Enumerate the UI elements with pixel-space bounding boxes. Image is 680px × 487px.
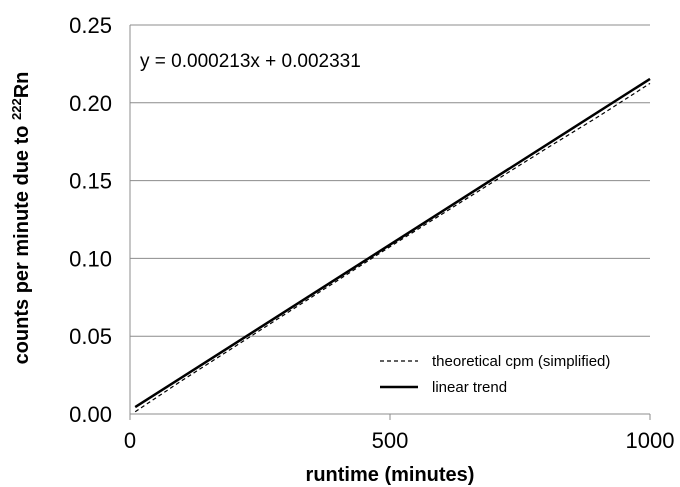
y-axis-title-text: counts per minute due to	[11, 120, 33, 364]
series-lines	[134, 77, 651, 413]
series-line-theoretical	[134, 82, 651, 413]
trendline-equation: y = 0.000213x + 0.002331	[140, 51, 361, 72]
y-axis-title-element: Rn	[11, 72, 33, 99]
x-tick-label: 500	[372, 428, 409, 453]
x-tick-label: 0	[124, 428, 136, 453]
y-tick-label: 0.00	[69, 402, 112, 427]
y-axis-title-superscript: 222	[9, 98, 24, 120]
x-tick-labels: 0 500 1000	[124, 428, 675, 453]
y-tick-label: 0.25	[69, 13, 112, 38]
y-tick-label: 0.05	[69, 324, 112, 349]
y-tick-label: 0.20	[69, 91, 112, 116]
legend: theoretical cpm (simplified) linear tren…	[380, 353, 610, 396]
legend-label-theoretical: theoretical cpm (simplified)	[432, 353, 610, 370]
y-tick-labels: 0.00 0.05 0.10 0.15 0.20 0.25	[69, 13, 112, 427]
y-tick-label: 0.15	[69, 169, 112, 194]
legend-label-linear-trend: linear trend	[432, 379, 507, 396]
series-line-linear-trend	[134, 77, 651, 409]
y-axis-title: counts per minute due to 222Rn	[9, 72, 33, 365]
x-tick-label: 1000	[626, 428, 675, 453]
gridlines	[130, 24, 650, 337]
x-axis-title: runtime (minutes)	[306, 464, 475, 486]
axes	[129, 25, 651, 420]
y-tick-label: 0.10	[69, 246, 112, 271]
